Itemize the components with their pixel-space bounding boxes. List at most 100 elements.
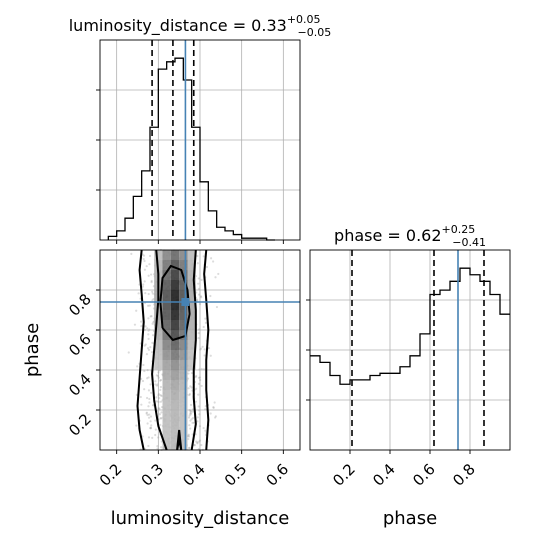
x-tick-label: 0.4 bbox=[369, 460, 399, 490]
sample-point bbox=[217, 272, 220, 276]
sample-point bbox=[189, 403, 193, 407]
sample-point bbox=[147, 292, 150, 296]
sample-point bbox=[140, 320, 143, 323]
heatmap-cell bbox=[170, 400, 180, 410]
heatmap-cell bbox=[162, 380, 171, 390]
sample-point bbox=[154, 380, 157, 383]
heatmap-cell bbox=[187, 260, 196, 270]
heatmap-cell bbox=[179, 260, 188, 270]
sample-point bbox=[148, 263, 151, 266]
sample-point bbox=[188, 393, 191, 396]
heatmap-cell bbox=[179, 250, 188, 260]
sample-point bbox=[200, 296, 203, 299]
sample-point bbox=[135, 309, 138, 312]
heatmap-cell bbox=[170, 440, 180, 450]
x-tick-label: 0.2 bbox=[96, 460, 126, 490]
sample-point bbox=[197, 293, 201, 296]
sample-point bbox=[147, 304, 150, 307]
heatmap-cell bbox=[170, 360, 180, 370]
sample-point bbox=[147, 348, 151, 351]
histogram-step bbox=[107, 57, 275, 241]
sample-point bbox=[197, 277, 200, 280]
sample-point bbox=[144, 343, 147, 346]
sample-point bbox=[198, 439, 202, 442]
sample-point bbox=[198, 413, 201, 416]
sample-point bbox=[159, 379, 162, 382]
sample-point bbox=[156, 444, 159, 448]
sample-point bbox=[143, 344, 146, 347]
sample-point bbox=[143, 369, 146, 373]
sample-point bbox=[197, 393, 200, 396]
heatmap-cell bbox=[170, 310, 180, 320]
sample-point bbox=[155, 384, 159, 387]
heatmap-cell bbox=[179, 430, 188, 440]
sample-point bbox=[142, 283, 145, 286]
heatmap-cell bbox=[170, 420, 180, 430]
heatmap-cell bbox=[187, 350, 196, 360]
y-tick-label: 0.6 bbox=[65, 330, 95, 360]
histogram bbox=[310, 267, 510, 385]
sample-point bbox=[140, 403, 143, 406]
sample-point bbox=[209, 354, 212, 357]
sample-point bbox=[157, 400, 160, 404]
sample-point bbox=[142, 257, 145, 261]
sample-point bbox=[148, 304, 151, 307]
heatmap-cell bbox=[162, 350, 171, 360]
heatmap-cell bbox=[170, 290, 180, 300]
heatmap-cell bbox=[179, 380, 188, 390]
histogram-step bbox=[310, 267, 510, 385]
heatmap-cell bbox=[170, 280, 180, 290]
sample-point bbox=[149, 420, 152, 423]
heatmap-cell bbox=[170, 340, 180, 350]
sample-point bbox=[188, 393, 191, 397]
heatmap-cell bbox=[187, 270, 196, 280]
sample-point bbox=[191, 408, 195, 411]
sample-point bbox=[197, 282, 200, 285]
sample-point bbox=[151, 292, 154, 295]
sample-point bbox=[189, 410, 192, 413]
contour-inner bbox=[159, 264, 191, 342]
heatmap-cell bbox=[179, 410, 188, 420]
sample-point bbox=[194, 375, 197, 379]
sample-point bbox=[198, 440, 201, 443]
sample-point bbox=[157, 393, 160, 396]
heatmap-cell bbox=[162, 400, 171, 410]
sample-point bbox=[188, 408, 191, 412]
sample-point bbox=[197, 337, 200, 340]
sample-point bbox=[148, 413, 151, 416]
heatmap-cell bbox=[187, 280, 196, 290]
heatmap-cell bbox=[154, 340, 163, 350]
heatmap-cell bbox=[179, 280, 188, 290]
sample-point bbox=[147, 337, 150, 340]
sample-point bbox=[197, 376, 201, 379]
contour-outer-left bbox=[136, 249, 145, 451]
sample-point bbox=[148, 397, 151, 401]
sample-point bbox=[149, 345, 152, 349]
sample-point bbox=[190, 386, 193, 389]
sample-point bbox=[187, 369, 190, 372]
heatmap-cell bbox=[154, 360, 163, 370]
x-tick-label: 0.3 bbox=[138, 460, 168, 490]
sample-point bbox=[187, 434, 190, 437]
sample-point bbox=[205, 265, 209, 269]
sample-point bbox=[149, 315, 152, 318]
sample-point bbox=[197, 331, 200, 335]
sample-point bbox=[192, 421, 195, 424]
sample-point bbox=[193, 444, 196, 447]
sample-point bbox=[209, 294, 212, 298]
sample-point bbox=[147, 333, 150, 336]
sample-point bbox=[142, 254, 146, 257]
sample-point bbox=[189, 412, 192, 415]
quantile-lines bbox=[351, 250, 485, 450]
sample-point bbox=[137, 292, 140, 295]
sample-point bbox=[189, 413, 192, 416]
heatmap-cell bbox=[179, 390, 188, 400]
sample-point bbox=[201, 345, 204, 348]
sample-point bbox=[196, 442, 199, 445]
heatmap-cell bbox=[170, 320, 180, 330]
sample-point bbox=[195, 298, 199, 301]
sample-point bbox=[152, 404, 155, 407]
sample-point bbox=[147, 405, 150, 408]
sample-point bbox=[193, 443, 196, 447]
sample-point bbox=[150, 279, 153, 283]
